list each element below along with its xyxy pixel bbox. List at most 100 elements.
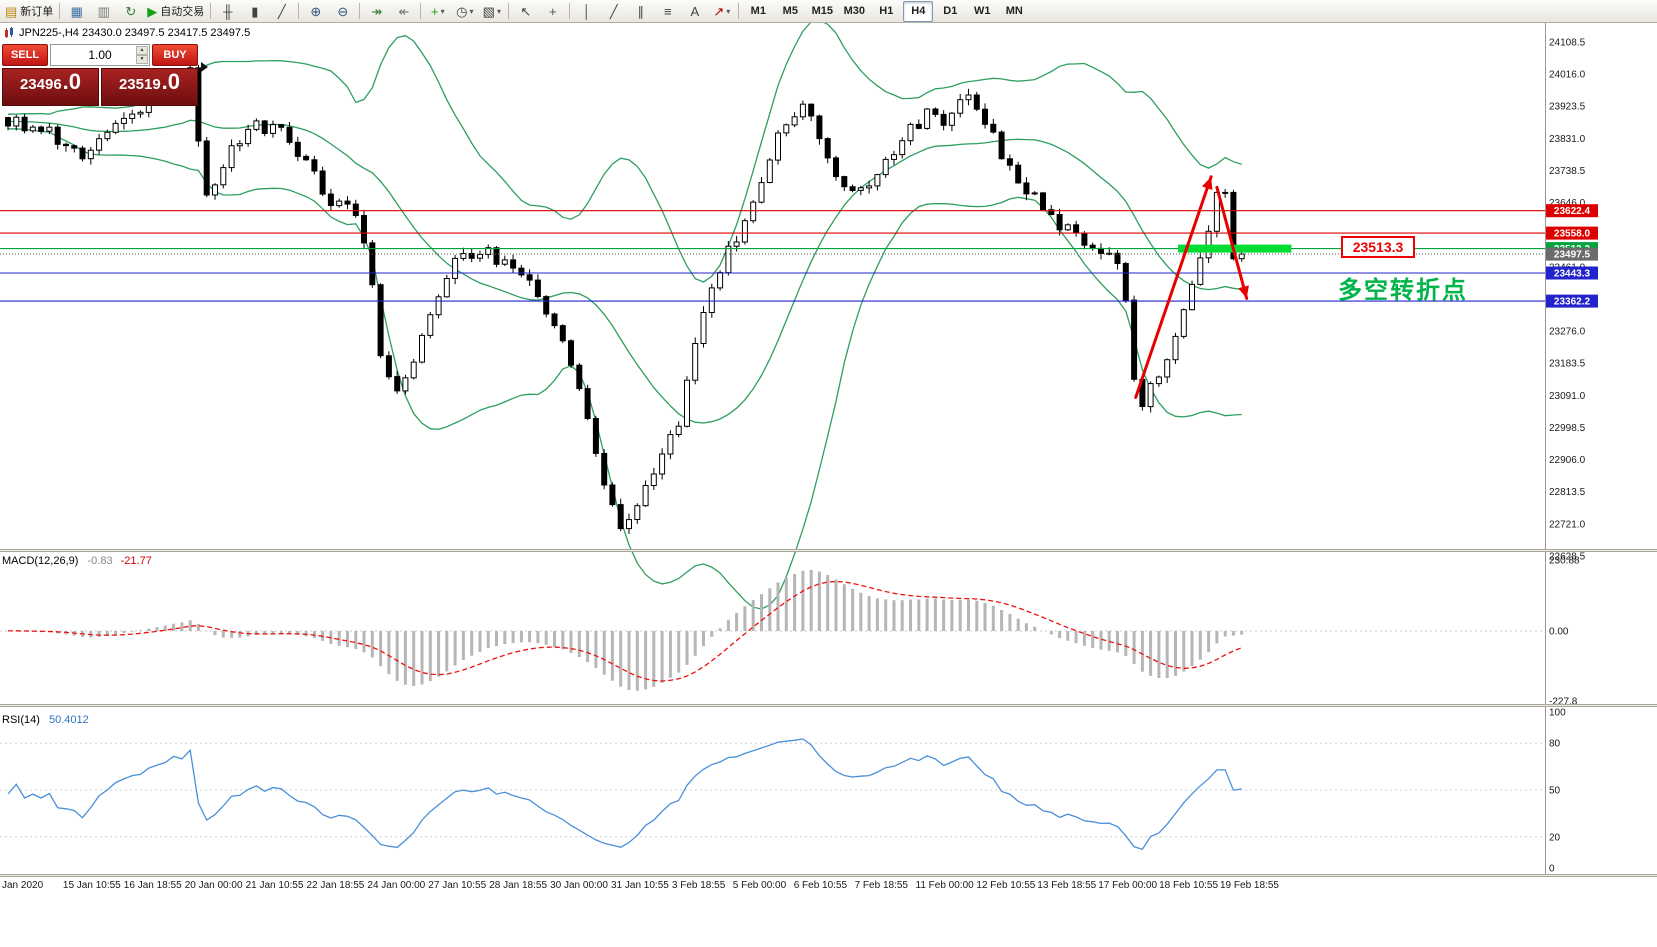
price-tag-23443.3 — [1546, 266, 1598, 280]
timeframe-button-m5[interactable]: M5 — [782, 5, 798, 17]
timeframe-button-h1[interactable]: H1 — [879, 5, 894, 17]
toolbar-button-candle-chart[interactable]: ▮ — [241, 1, 268, 22]
price-axis: 24108.5 24016.0 23923.5 23831.0 23738.5 23646… — [1545, 23, 1586, 874]
caret-down-icon: ▾ — [440, 6, 445, 16]
toolbar-button-profiles[interactable]: ▥ — [90, 1, 117, 22]
zoom-in-icon: ⊕ — [310, 3, 322, 19]
buy-price-frac: .0 — [161, 69, 181, 94]
rsi-indicator-label: RSI(14) 50.4012 — [2, 714, 89, 726]
toolbar-button-refresh[interactable]: ↻ — [117, 1, 144, 22]
toolbar-button-channel[interactable]: ∥ — [627, 1, 654, 22]
toolbar-button-chart-shift[interactable]: ↞ — [390, 1, 417, 22]
toolbar-button-vertical-line[interactable]: │ — [573, 1, 600, 22]
svg-text:19 Feb 18:55: 19 Feb 18:55 — [1220, 880, 1279, 891]
timeframe-button-w1[interactable]: W1 — [974, 5, 991, 17]
trade-panel-controls: SELL 1.00 BUY — [2, 44, 198, 66]
caret-down-icon: ▾ — [726, 6, 731, 16]
price-tag-23497.5 — [1546, 247, 1598, 261]
toolbar-button-templates[interactable]: ▧ ▾ — [478, 1, 505, 22]
symbol-ohlc-text: JPN225-,H4 23430.0 23497.5 23417.5 23497… — [19, 27, 251, 39]
svg-text:100: 100 — [1549, 708, 1566, 719]
trendline-icon: ╱ — [609, 3, 618, 19]
volume-value: 1.00 — [88, 48, 112, 62]
svg-text:24 Jan 00:00: 24 Jan 00:00 — [367, 880, 425, 891]
svg-text:80: 80 — [1549, 739, 1561, 750]
rsi-panel: 100 80 50 20 0 — [0, 708, 1566, 875]
profiles-icon: ▥ — [97, 3, 110, 19]
svg-text:23558.0: 23558.0 — [1554, 229, 1591, 240]
svg-text:11 Feb 00:00: 11 Feb 00:00 — [916, 880, 975, 891]
svg-text:23923.5: 23923.5 — [1549, 102, 1586, 113]
toolbar-button-zoom-out[interactable]: ⊖ — [329, 1, 356, 22]
timeframe-button-m30[interactable]: M30 — [843, 5, 865, 17]
svg-text:50: 50 — [1549, 786, 1561, 797]
toolbar-button-bar-chart[interactable]: ╫ — [214, 1, 241, 22]
toolbar-button-new-order[interactable]: ▤ 新订单 — [2, 1, 56, 22]
volume-spinner[interactable] — [136, 46, 148, 64]
svg-text:20: 20 — [1549, 832, 1561, 843]
timeframe-button-mn[interactable]: MN — [1005, 5, 1023, 17]
candlestick-series — [5, 64, 1245, 534]
buy-price-display[interactable]: 23519.0 — [101, 68, 198, 106]
svg-text:7 Feb 18:55: 7 Feb 18:55 — [855, 880, 909, 891]
svg-text:22721.0: 22721.0 — [1549, 519, 1586, 530]
svg-text:23497.5: 23497.5 — [1554, 250, 1591, 261]
macd-panel: 230.88 0.00 -227.8 — [0, 556, 1580, 708]
svg-text:23738.5: 23738.5 — [1549, 166, 1586, 177]
toolbar-separator — [508, 3, 510, 19]
chart-window-icon: ▦ — [70, 3, 83, 19]
autotrading-label: 自动交易 — [160, 6, 205, 18]
timeframe-button-d1[interactable]: D1 — [943, 5, 958, 17]
turning-point-note[interactable]: 多空转折点 — [1338, 277, 1468, 304]
svg-text:31 Jan 10:55: 31 Jan 10:55 — [611, 880, 669, 891]
timeframe-button-m15[interactable]: M15 — [811, 5, 833, 17]
toolbar-separator — [420, 3, 422, 19]
svg-text:13 Feb 18:55: 13 Feb 18:55 — [1037, 880, 1096, 891]
svg-text:28 Jan 18:55: 28 Jan 18:55 — [489, 880, 547, 891]
toolbar-button-fibonacci[interactable]: ≡ — [654, 1, 681, 22]
toolbar-button-zoom-in[interactable]: ⊕ — [302, 1, 329, 22]
toolbar-button-auto-scroll[interactable]: ↠ — [363, 1, 390, 22]
svg-text:23362.2: 23362.2 — [1554, 297, 1591, 308]
spinner-down-icon[interactable] — [136, 55, 148, 64]
svg-text:18 Feb 10:55: 18 Feb 10:55 — [1159, 880, 1218, 891]
sell-price-main: 23496 — [19, 76, 62, 93]
price-tag-23558.0 — [1546, 226, 1598, 240]
panel-separators — [0, 549, 1657, 877]
svg-text:21 Jan 10:55: 21 Jan 10:55 — [246, 880, 304, 891]
toolbar-button-chart-window[interactable]: ▦ — [63, 1, 90, 22]
toolbar-button-crosshair[interactable]: + — [539, 1, 566, 22]
macd-value-signal: -21.77 — [120, 555, 152, 567]
panel-collapse-arrow[interactable] — [201, 62, 208, 72]
channel-icon: ∥ — [637, 3, 645, 19]
spinner-up-icon[interactable] — [136, 46, 148, 55]
svg-text:22 Jan 18:55: 22 Jan 18:55 — [307, 880, 365, 891]
svg-text:22813.5: 22813.5 — [1549, 487, 1586, 498]
sell-button[interactable]: SELL — [2, 44, 48, 66]
toolbar-button-arrow-tool[interactable]: ↗ ▾ — [708, 1, 735, 22]
sell-price-display[interactable]: 23496.0 — [2, 68, 99, 106]
toolbar-button-trendline[interactable]: ╱ — [600, 1, 627, 22]
toolbar-button-indicators[interactable]: + ▾ — [424, 1, 451, 22]
toolbar-button-cursor[interactable]: ↖ — [512, 1, 539, 22]
text-icon: A — [690, 3, 700, 19]
price-callout-box[interactable]: 23513.3 — [1341, 236, 1415, 258]
svg-text:Jan 2020: Jan 2020 — [2, 880, 44, 891]
svg-text:24108.5: 24108.5 — [1549, 37, 1586, 48]
toolbar-button-line-chart[interactable]: ╱ — [268, 1, 295, 22]
svg-text:22998.5: 22998.5 — [1549, 423, 1586, 434]
volume-input[interactable]: 1.00 — [50, 44, 150, 66]
toolbar-button-autotrading[interactable]: ▶ 自动交易 — [144, 1, 207, 22]
timeframe-button-h4[interactable]: H4 — [903, 0, 934, 22]
crosshair-icon: + — [549, 3, 557, 19]
buy-button[interactable]: BUY — [152, 44, 198, 66]
toolbar-button-periods[interactable]: ◷ ▾ — [451, 1, 478, 22]
timeframe-button-m1[interactable]: M1 — [750, 5, 766, 17]
toolbar-separator — [210, 3, 212, 19]
svg-text:15 Jan 10:55: 15 Jan 10:55 — [63, 880, 121, 891]
caret-down-icon: ▾ — [469, 6, 474, 16]
svg-text:20 Jan 00:00: 20 Jan 00:00 — [185, 880, 243, 891]
toolbar-button-text[interactable]: A — [681, 1, 708, 22]
svg-text:17 Feb 00:00: 17 Feb 00:00 — [1098, 880, 1157, 891]
